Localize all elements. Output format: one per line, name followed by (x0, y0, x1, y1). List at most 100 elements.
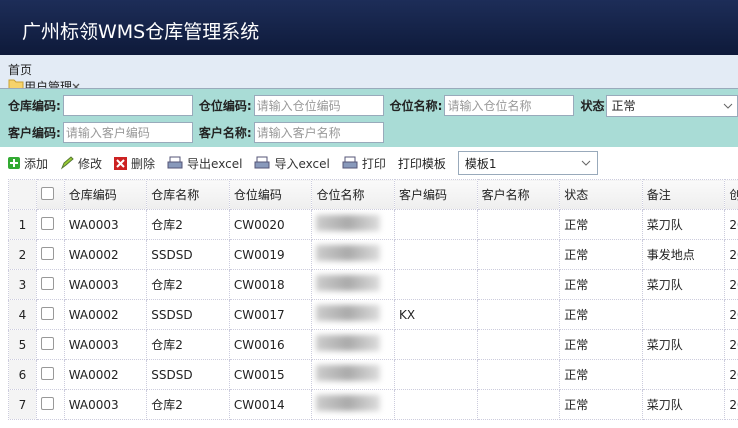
button-icon (167, 156, 183, 170)
status-select[interactable]: 正常 (606, 94, 738, 117)
table-cell: 菜刀队 (641, 389, 726, 420)
table-cell: 仓库2 (146, 209, 230, 240)
checkbox[interactable] (40, 276, 54, 290)
checkbox[interactable] (40, 216, 54, 230)
table-cell: 正常 (559, 359, 643, 390)
row-number: 3 (8, 269, 37, 300)
table-cell: WA0003 (63, 389, 148, 420)
table-cell (311, 329, 396, 360)
table-cell: SSDSD (146, 359, 230, 390)
table-cell: WA0002 (63, 359, 148, 390)
blurred-text (316, 395, 381, 411)
table-cell: 菜刀队 (641, 269, 726, 300)
table-cell: 正常 (559, 209, 643, 240)
toolbar-button[interactable]: 导入excel (254, 155, 330, 172)
table-cell: WA0003 (63, 329, 148, 360)
table-cell (394, 209, 478, 240)
button-icon (254, 156, 270, 170)
table-cell: CW0017 (228, 299, 313, 330)
table-cell (641, 299, 726, 330)
toolbar-button[interactable]: 添加 (8, 155, 48, 172)
table-cell: CW0019 (228, 239, 313, 270)
table-cell: 2018 (724, 299, 738, 330)
table-cell (476, 239, 561, 270)
row-number-header (8, 179, 37, 210)
tab-bar: 首页用户管理角色管理资源管理物料客户种类部门单位 (0, 55, 738, 89)
table-cell: 2018 (724, 359, 738, 390)
table-cell: 正常 (559, 239, 643, 270)
checkbox-header[interactable] (35, 179, 65, 210)
column-header: 状态 (559, 179, 643, 210)
toolbar-button[interactable]: 删除 (114, 155, 155, 172)
table-cell: SSDSD (146, 239, 230, 270)
table-cell: 2018 (724, 239, 738, 270)
table-cell (641, 359, 726, 390)
table-cell (394, 389, 478, 420)
table-cell: 菜刀队 (641, 209, 726, 240)
column-header: 仓位编码 (228, 179, 313, 210)
field-label: 客户名称: (198, 126, 252, 140)
search-row: 客户编码: 客户名称: (8, 119, 738, 146)
table-cell: 2018 (724, 329, 738, 360)
table-cell (394, 359, 478, 390)
blurred-text (316, 215, 381, 231)
column-header: 创建时 (724, 179, 738, 210)
table-cell (476, 299, 561, 330)
checkbox[interactable] (40, 336, 54, 350)
table-cell: KX (394, 299, 478, 330)
table-cell (394, 329, 478, 360)
button-label: 打印 (361, 156, 386, 171)
blurred-text (316, 245, 381, 261)
checkbox-cell (35, 359, 65, 390)
text-input[interactable] (253, 122, 384, 143)
text-input[interactable] (253, 95, 384, 116)
table-cell: SSDSD (146, 299, 230, 330)
text-input[interactable] (444, 95, 575, 116)
select-value: 正常 (611, 99, 636, 113)
dropdown-arrow (581, 160, 591, 166)
text-input[interactable] (62, 122, 193, 143)
template-select[interactable]: 模板1 (457, 151, 598, 175)
text-input[interactable] (62, 95, 193, 116)
tab-close (72, 83, 80, 88)
tab[interactable]: 用户管理 (8, 78, 738, 88)
row-number: 1 (8, 209, 37, 240)
column-header: 仓位名称 (311, 179, 396, 210)
table-cell: 菜刀队 (641, 329, 726, 360)
toolbar-button[interactable]: 修改 (60, 155, 102, 172)
checkbox[interactable] (40, 366, 54, 380)
toolbar-button[interactable]: 导出excel (167, 155, 242, 172)
toolbar-button[interactable]: 打印 (342, 155, 386, 172)
checkbox-cell (35, 329, 65, 360)
app-title: 广州标领WMS仓库管理系统 (22, 21, 260, 43)
table-cell (476, 359, 561, 390)
checkbox[interactable] (40, 396, 54, 410)
folder-icon (8, 78, 24, 88)
table-cell (311, 389, 396, 420)
table-cell: 正常 (559, 269, 643, 300)
checkbox[interactable] (40, 246, 54, 260)
field-label: 仓库编码: (8, 99, 61, 113)
tab[interactable]: 首页 (8, 61, 738, 78)
header-row: 仓库编码仓库名称仓位编码仓位名称客户编码客户名称状态备注创建时 (8, 179, 738, 210)
table-cell: 仓库2 (146, 329, 230, 360)
checkbox-cell (35, 269, 65, 300)
button-label: 导入excel (274, 156, 330, 171)
table-cell (311, 209, 396, 240)
table-cell (394, 239, 478, 270)
field-label: 状态 (580, 99, 605, 113)
table-cell: CW0016 (228, 329, 313, 360)
button-icon (8, 157, 20, 169)
checkbox[interactable] (40, 186, 54, 200)
field-label: 仓位编码: (198, 99, 252, 113)
checkbox[interactable] (40, 306, 54, 320)
table-cell: 2018 (724, 389, 738, 420)
